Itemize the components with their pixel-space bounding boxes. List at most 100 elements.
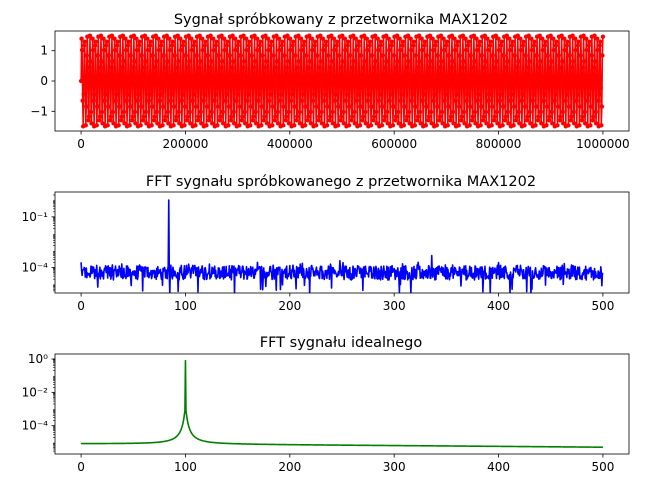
data-point — [482, 33, 488, 38]
data-point — [369, 53, 375, 58]
data-point — [207, 114, 212, 119]
data-point — [96, 72, 102, 77]
data-point — [370, 72, 376, 77]
data-point — [496, 47, 502, 53]
data-point — [396, 121, 401, 126]
data-point — [514, 114, 519, 119]
data-point — [469, 72, 474, 77]
data-point — [343, 98, 349, 103]
data-point — [506, 121, 511, 126]
data-point — [126, 39, 131, 44]
data-point — [499, 85, 505, 90]
data-point — [357, 85, 362, 90]
data-point — [372, 65, 377, 70]
data-point — [428, 59, 433, 64]
data-point — [545, 53, 550, 58]
data-point — [404, 114, 410, 119]
data-point — [171, 123, 176, 128]
data-point — [535, 72, 540, 77]
data-point — [428, 109, 434, 115]
data-point — [495, 78, 501, 84]
data-point — [80, 98, 85, 103]
data-point — [581, 33, 586, 38]
data-point — [279, 43, 284, 48]
data-point — [393, 118, 398, 123]
data-point — [305, 72, 310, 77]
data-point — [325, 53, 331, 58]
data-point — [366, 92, 372, 97]
data-point — [217, 72, 222, 77]
x-tick-label: 800000 — [476, 137, 522, 151]
data-point — [292, 104, 297, 109]
data-point — [449, 33, 455, 38]
data-point — [520, 92, 525, 97]
data-point — [479, 104, 484, 109]
data-point — [551, 36, 556, 41]
data-point — [505, 59, 510, 64]
data-point — [379, 123, 385, 128]
data-point — [148, 85, 154, 90]
data-point — [184, 118, 190, 123]
data-point — [269, 85, 274, 90]
chart-title: FFT sygnału idealnego — [260, 335, 423, 351]
data-point — [152, 114, 157, 119]
data-point — [540, 47, 546, 53]
data-point — [106, 104, 111, 109]
data-point — [194, 53, 199, 58]
data-point — [353, 36, 359, 41]
chart-title: Sygnał spróbkowany z przetwornika MAX120… — [174, 12, 508, 28]
data-point — [424, 53, 430, 58]
data-point — [332, 98, 338, 103]
data-point — [478, 123, 483, 128]
data-point — [196, 114, 201, 119]
data-point — [415, 118, 420, 123]
data-point — [537, 33, 542, 38]
data-point — [399, 92, 405, 97]
data-point — [588, 123, 593, 128]
data-point — [263, 59, 269, 64]
data-point — [452, 36, 457, 41]
x-tick-label: 500 — [591, 299, 614, 313]
data-point — [484, 121, 489, 126]
data-point — [403, 72, 409, 77]
data-point — [400, 39, 406, 44]
data-point — [144, 78, 150, 84]
data-point — [412, 123, 418, 128]
x-tick-label: 400000 — [267, 137, 313, 151]
data-point — [335, 85, 340, 90]
data-point — [459, 118, 464, 123]
data-point — [587, 39, 592, 44]
data-point — [329, 33, 334, 38]
data-point — [218, 114, 223, 119]
data-point — [184, 72, 189, 77]
data-point — [88, 109, 94, 115]
data-point — [473, 78, 479, 84]
data-point — [84, 53, 90, 58]
data-point — [173, 118, 179, 123]
data-point — [280, 85, 285, 90]
data-point — [398, 98, 403, 103]
panel-sampled-signal: Sygnał spróbkowany z przetwornika MAX120… — [30, 12, 629, 151]
data-point — [386, 78, 391, 84]
data-point — [267, 92, 273, 97]
data-point — [160, 123, 165, 128]
data-point — [418, 121, 423, 126]
data-point — [255, 47, 260, 53]
data-point — [146, 98, 151, 103]
data-point — [457, 104, 462, 109]
data-point — [157, 98, 162, 103]
data-point — [577, 123, 582, 128]
data-point — [562, 47, 567, 53]
data-point — [520, 43, 526, 48]
x-tick-label: 100 — [174, 299, 197, 313]
data-point — [401, 123, 407, 128]
data-point — [374, 121, 379, 126]
data-point — [554, 39, 559, 44]
data-point — [327, 72, 332, 77]
data-point — [401, 85, 406, 90]
data-point — [168, 98, 173, 103]
data-point — [321, 47, 326, 53]
data-point — [108, 118, 113, 123]
data-point — [459, 114, 465, 119]
data-point — [137, 39, 142, 44]
